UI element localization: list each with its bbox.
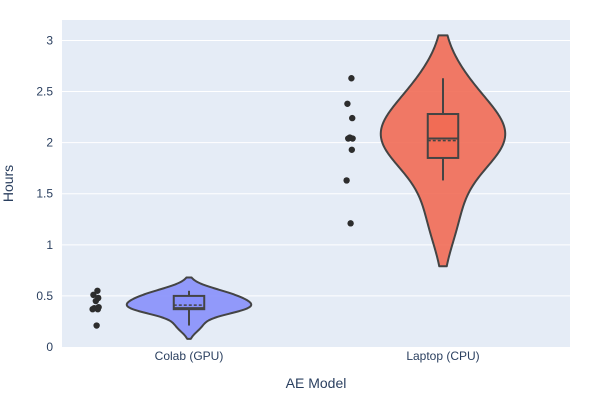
data-point bbox=[349, 114, 356, 122]
y-tick-label: 1 bbox=[46, 238, 53, 252]
data-point bbox=[348, 75, 355, 82]
x-tick-label: Laptop (CPU) bbox=[406, 349, 479, 363]
x-axis-title: AE Model bbox=[286, 375, 347, 391]
y-tick-label: 0.5 bbox=[36, 289, 53, 303]
data-point bbox=[347, 220, 354, 227]
x-tick-label: Colab (GPU) bbox=[155, 349, 224, 363]
y-tick-label: 2.5 bbox=[36, 85, 53, 99]
box bbox=[172, 294, 206, 311]
y-axis-title: Hours bbox=[0, 165, 16, 202]
data-point bbox=[343, 177, 350, 184]
data-point bbox=[94, 305, 102, 313]
data-point bbox=[345, 135, 352, 142]
data-point bbox=[94, 287, 101, 294]
data-point bbox=[93, 322, 100, 329]
data-points bbox=[89, 75, 356, 329]
y-axis-ticks: 0 0.5 1 1.5 2 2.5 3 bbox=[36, 33, 53, 354]
y-tick-label: 3 bbox=[46, 33, 53, 47]
data-point bbox=[90, 291, 97, 299]
y-tick-label: 0 bbox=[46, 340, 53, 354]
y-tick-label: 1.5 bbox=[36, 187, 53, 201]
box bbox=[426, 113, 460, 159]
data-point bbox=[344, 100, 351, 107]
violins bbox=[125, 34, 507, 340]
data-point bbox=[349, 135, 356, 142]
plot-background bbox=[62, 20, 570, 347]
x-axis-ticks: Colab (GPU) Laptop (CPU) bbox=[155, 349, 480, 363]
data-point bbox=[348, 146, 356, 153]
data-point bbox=[89, 305, 96, 313]
data-point bbox=[92, 297, 100, 305]
y-tick-label: 2 bbox=[46, 136, 53, 150]
